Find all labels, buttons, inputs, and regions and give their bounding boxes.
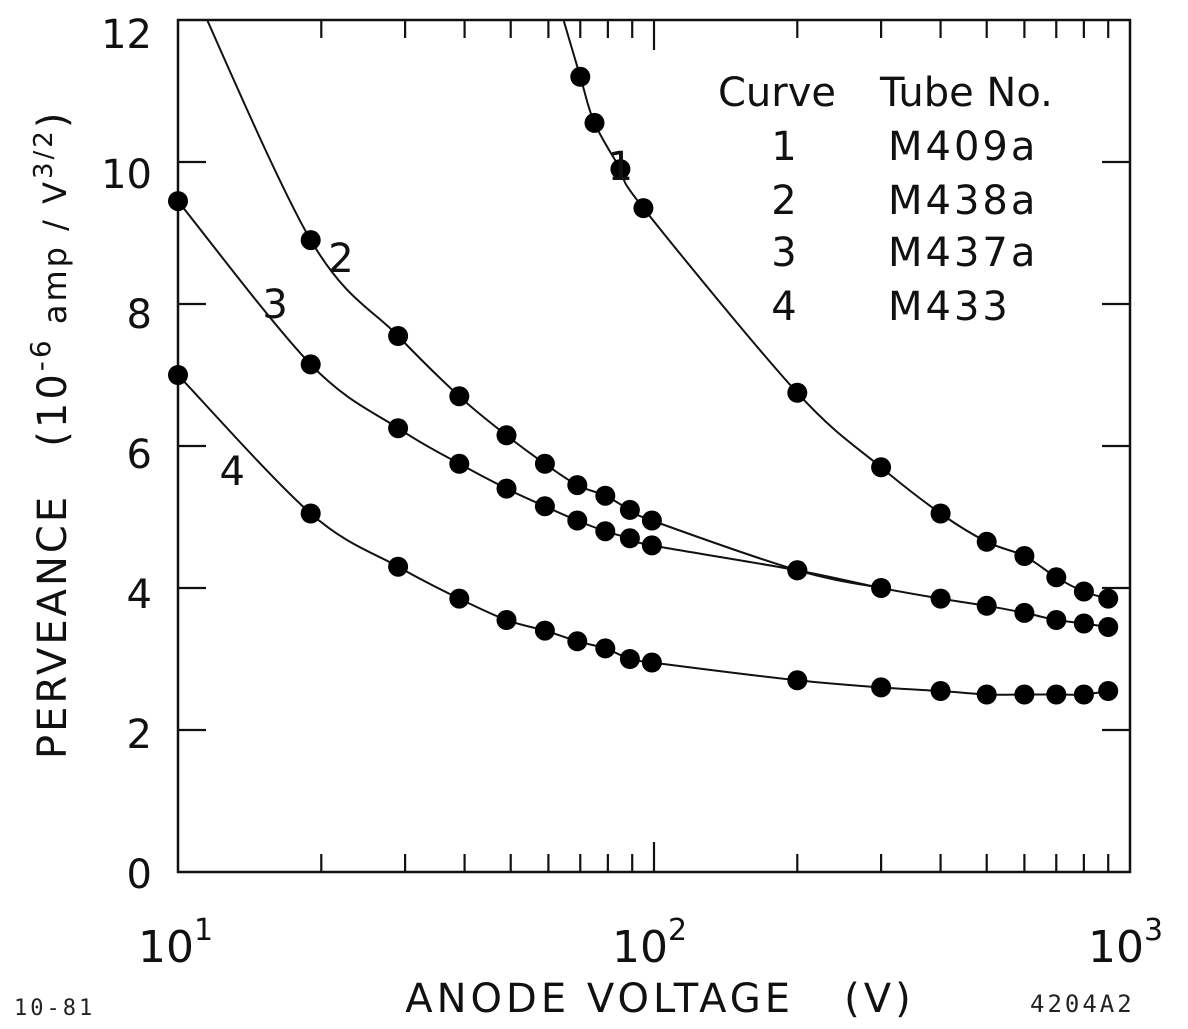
data-point-series-1 <box>977 532 997 552</box>
data-point-series-1 <box>633 198 653 218</box>
y-tick-label: 8 <box>127 292 152 338</box>
data-point-series-1 <box>570 67 590 87</box>
legend-curve-number: 3 <box>771 230 796 276</box>
legend-header-tube: Tube No. <box>879 70 1053 116</box>
data-point-series-3 <box>497 479 517 499</box>
data-point-series-3 <box>449 454 469 474</box>
data-point-series-4 <box>535 621 555 641</box>
data-point-series-4 <box>620 649 640 669</box>
data-point-series-4 <box>642 653 662 673</box>
data-point-series-4 <box>567 631 587 651</box>
data-point-series-4 <box>497 610 517 630</box>
data-point-series-3 <box>787 560 807 580</box>
data-point-series-3 <box>1014 603 1034 623</box>
data-point-series-2 <box>449 386 469 406</box>
legend-tube-name: M409a <box>888 124 1038 170</box>
data-point-series-4 <box>1098 681 1118 701</box>
data-point-series-1 <box>871 457 891 477</box>
data-point-series-3 <box>1046 610 1066 630</box>
data-point-series-1 <box>1074 582 1094 602</box>
y-tick-label: 0 <box>127 852 152 898</box>
data-point-series-1 <box>1046 567 1066 587</box>
data-point-series-3 <box>1098 617 1118 637</box>
curve-number-label: 1 <box>608 144 633 190</box>
data-point-series-4 <box>1046 685 1066 705</box>
y-tick-label: 4 <box>127 572 152 618</box>
data-point-series-4 <box>871 677 891 697</box>
curve-number-label: 3 <box>262 282 287 328</box>
legend-tube-name: M438a <box>888 178 1038 224</box>
y-tick-label: 6 <box>127 432 152 478</box>
legend-curve-number: 4 <box>771 284 796 330</box>
data-point-series-4 <box>931 681 951 701</box>
data-point-series-3 <box>595 521 615 541</box>
figure-code-left: 10-81 <box>14 996 95 1021</box>
figure-code-right: 4204A2 <box>1030 990 1135 1018</box>
data-point-series-3 <box>642 535 662 555</box>
data-point-series-2 <box>535 454 555 474</box>
x-axis-label: ANODE VOLTAGE (V) <box>405 976 914 1022</box>
data-point-series-1 <box>1014 546 1034 566</box>
data-point-series-2 <box>642 511 662 531</box>
data-point-series-4 <box>301 504 321 524</box>
data-point-series-3 <box>168 191 188 211</box>
data-point-series-1 <box>1098 589 1118 609</box>
data-point-series-3 <box>388 418 408 438</box>
data-point-series-3 <box>1074 614 1094 634</box>
data-point-series-3 <box>567 511 587 531</box>
data-point-series-2 <box>567 475 587 495</box>
data-point-series-1 <box>931 504 951 524</box>
y-tick-label: 10 <box>101 152 152 198</box>
data-point-series-3 <box>977 596 997 616</box>
data-point-series-1 <box>585 113 605 133</box>
legend-curve-number: 1 <box>771 124 796 170</box>
data-point-series-2 <box>497 425 517 445</box>
data-point-series-3 <box>871 578 891 598</box>
data-point-series-2 <box>620 500 640 520</box>
curve-number-label: 4 <box>220 449 245 495</box>
data-point-series-2 <box>388 326 408 346</box>
data-point-series-3 <box>535 496 555 516</box>
data-point-series-1 <box>787 383 807 403</box>
data-point-series-4 <box>168 365 188 385</box>
data-point-series-4 <box>449 589 469 609</box>
data-point-series-4 <box>388 557 408 577</box>
data-point-series-4 <box>977 685 997 705</box>
data-point-series-3 <box>931 589 951 609</box>
y-tick-label: 2 <box>127 712 152 758</box>
legend-tube-name: M433 <box>888 284 1011 330</box>
data-point-series-3 <box>620 528 640 548</box>
legend-curve-number: 2 <box>771 178 796 224</box>
data-point-series-4 <box>787 670 807 690</box>
data-point-series-4 <box>1074 685 1094 705</box>
data-point-series-2 <box>595 486 615 506</box>
y-tick-label: 12 <box>101 12 152 58</box>
data-point-series-4 <box>1014 685 1034 705</box>
legend-header-curve: Curve <box>718 70 836 116</box>
curve-number-label: 2 <box>328 236 353 282</box>
data-point-series-2 <box>301 230 321 250</box>
legend-tube-name: M437a <box>888 230 1038 276</box>
data-point-series-3 <box>301 354 321 374</box>
data-point-series-4 <box>595 638 615 658</box>
